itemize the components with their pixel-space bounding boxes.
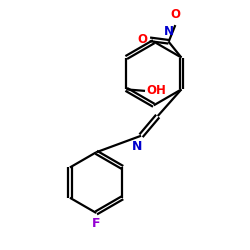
Text: N: N [132,140,142,153]
Text: F: F [92,218,100,230]
Text: O: O [138,33,147,46]
Text: OH: OH [146,84,167,98]
Text: O: O [170,8,180,22]
Text: N: N [164,25,174,38]
